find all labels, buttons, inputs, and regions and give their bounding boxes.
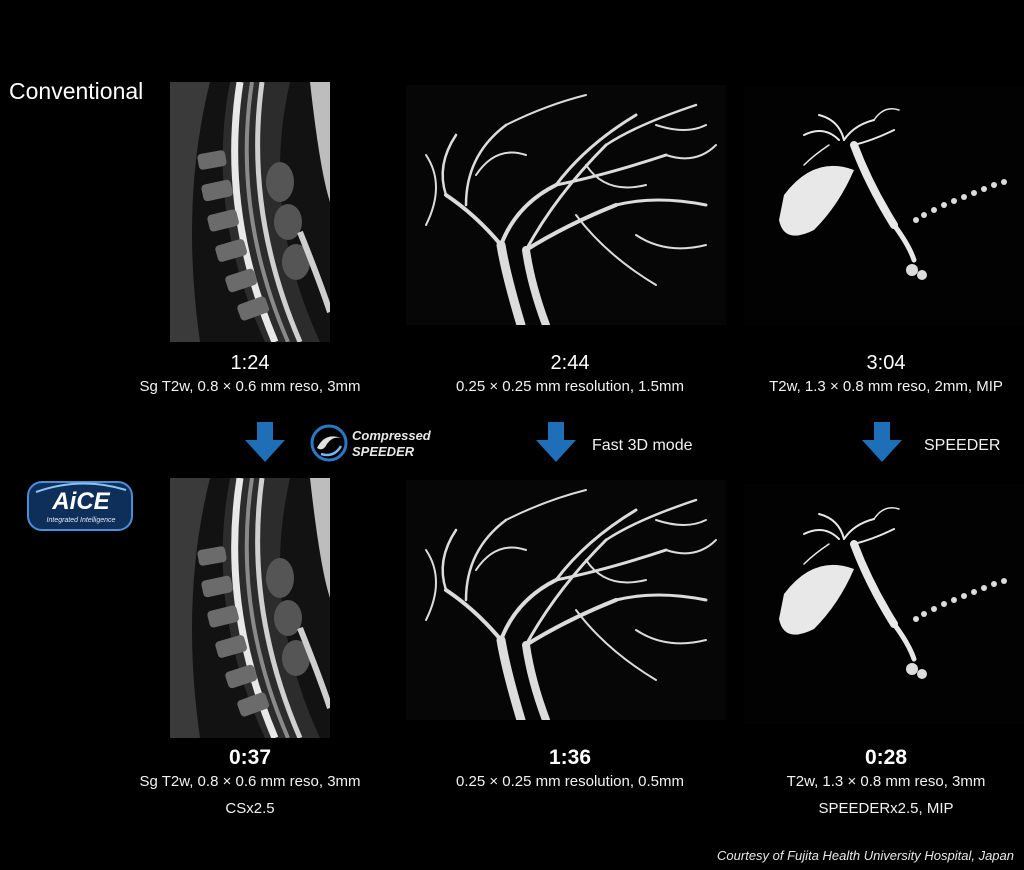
conventional-mrcp-image xyxy=(744,85,1024,325)
compressed-speeder-logo: Compressed SPEEDER xyxy=(310,424,440,464)
accelerated-spine-image xyxy=(170,478,330,738)
accelerated-time-2: 1:36 xyxy=(548,746,592,769)
accelerated-time-3: 0:28 xyxy=(864,746,908,769)
accelerated-time-1: 0:37 xyxy=(228,746,272,769)
accelerated-desc-2: 0.25 × 0.25 mm resolution, 0.5mm xyxy=(455,773,685,790)
accelerated-angiography-image xyxy=(406,480,726,720)
accelerated-desc-1: Sg T2w, 0.8 × 0.6 mm reso, 3mm xyxy=(139,773,361,790)
down-arrow-icon xyxy=(536,422,576,462)
speeder-label: SPEEDER xyxy=(924,437,1001,454)
aice-logo: AiCE Integrated Intelligence xyxy=(26,478,136,534)
conventional-time-3: 3:04 xyxy=(866,352,906,374)
conventional-desc-1: Sg T2w, 0.8 × 0.6 mm reso, 3mm xyxy=(139,378,361,395)
down-arrow-icon xyxy=(245,422,285,462)
conventional-desc-3: T2w, 1.3 × 0.8 mm reso, 2mm, MIP xyxy=(769,378,1003,395)
conventional-time-2: 2:44 xyxy=(550,352,590,374)
fast-3d-mode-label: Fast 3D mode xyxy=(592,437,693,454)
aice-logo-tagline: Integrated Intelligence xyxy=(46,517,116,524)
accelerated-desc2-1: CSx2.5 xyxy=(225,800,275,817)
accelerated-desc2-3: SPEEDERx2.5, MIP xyxy=(818,800,954,817)
conventional-desc-2: 0.25 × 0.25 mm resolution, 1.5mm xyxy=(455,378,685,395)
conventional-spine-image xyxy=(170,82,330,342)
down-arrow-icon xyxy=(862,422,902,462)
aice-logo-name: AiCE xyxy=(52,488,110,515)
swirl-logo-icon xyxy=(310,424,348,462)
accelerated-mrcp-image xyxy=(744,484,1024,724)
row-label-conventional: Conventional xyxy=(9,78,144,104)
compressed-speeder-logo-line2: SPEEDER xyxy=(352,444,415,459)
accelerated-desc-3: T2w, 1.3 × 0.8 mm reso, 3mm xyxy=(786,773,986,790)
compressed-speeder-logo-line1: Compressed xyxy=(352,428,431,443)
aice-badge-icon xyxy=(27,481,133,531)
image-credit: Courtesy of Fujita Health University Hos… xyxy=(717,848,1014,863)
conventional-angiography-image xyxy=(406,85,726,325)
conventional-time-1: 1:24 xyxy=(230,352,270,374)
